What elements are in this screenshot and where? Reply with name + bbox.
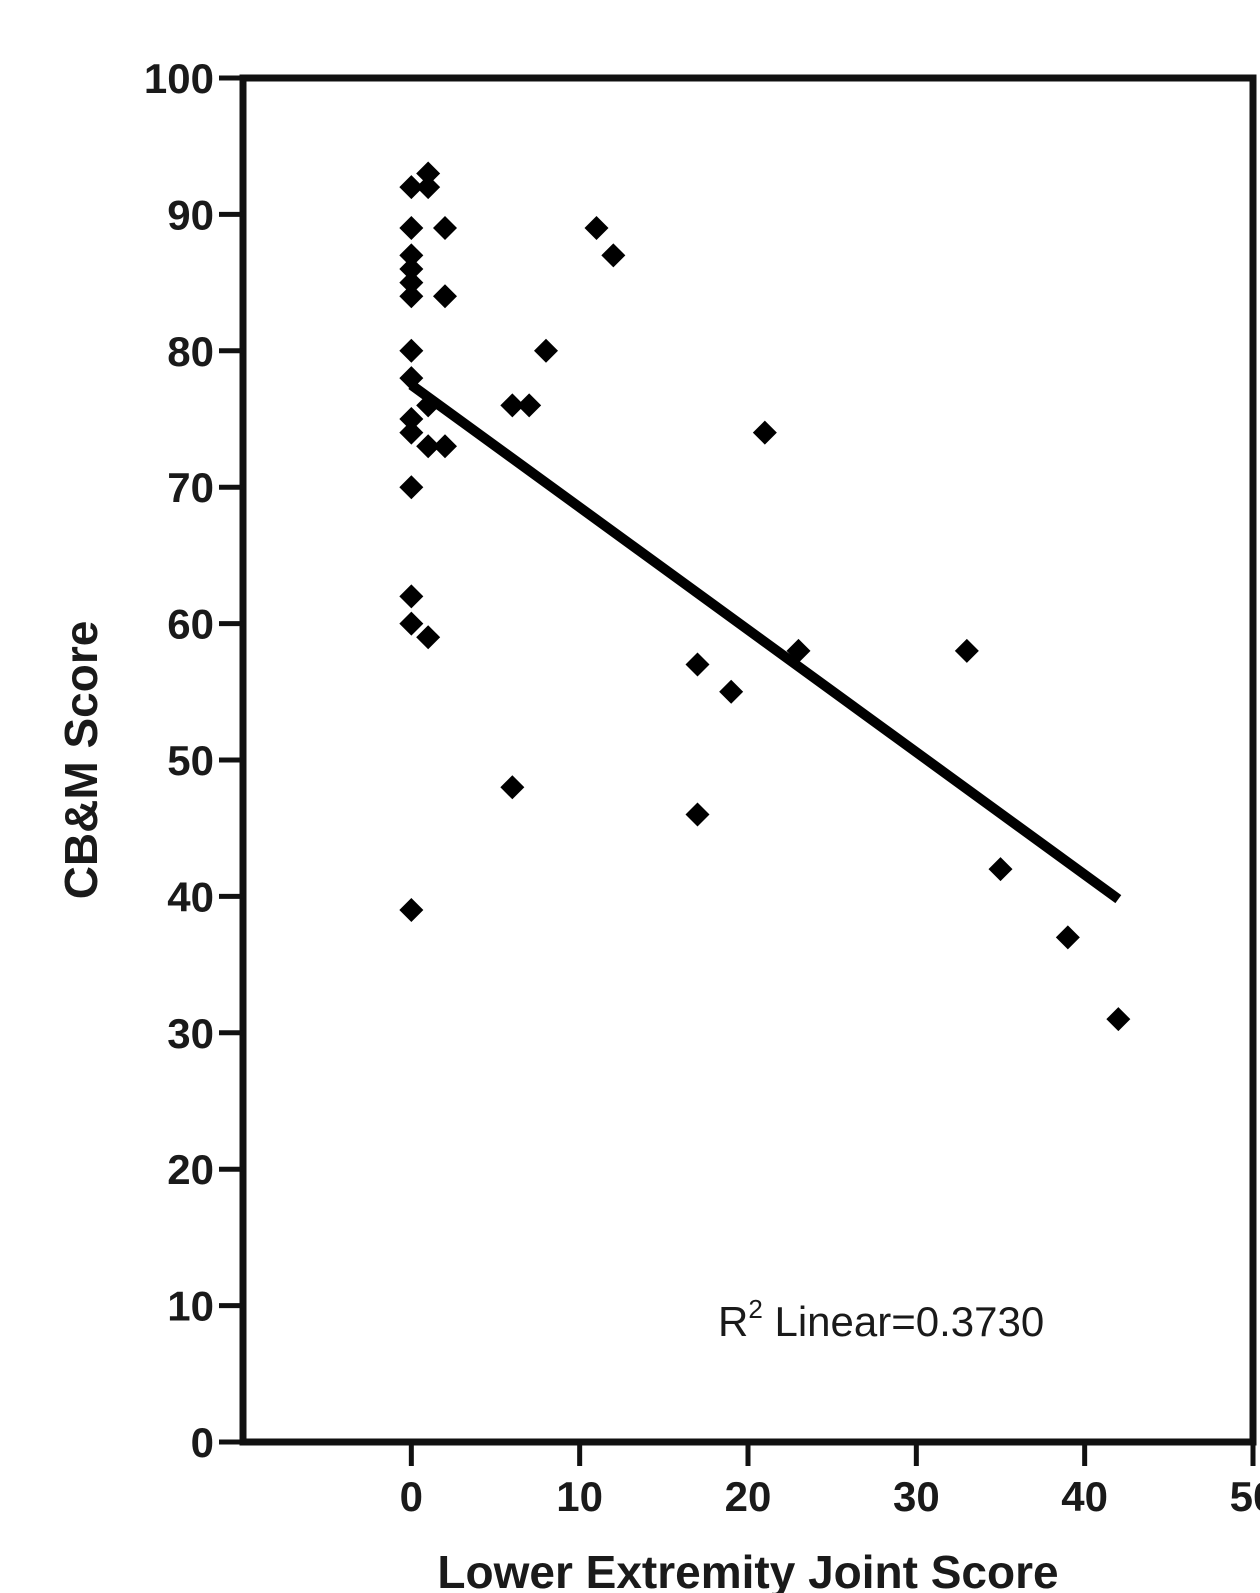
data-point — [517, 393, 542, 418]
data-point — [399, 366, 424, 391]
data-point — [685, 652, 710, 677]
y-tick-label: 100 — [144, 55, 214, 102]
data-point — [433, 434, 457, 459]
data-point — [399, 216, 424, 241]
data-point — [534, 338, 558, 363]
x-tick-label: 50 — [1230, 1473, 1260, 1520]
data-point — [399, 584, 424, 609]
fit-line-group — [408, 380, 1122, 904]
data-point — [399, 175, 424, 200]
data-point — [399, 475, 424, 500]
data-point — [433, 216, 457, 241]
y-tick-label: 40 — [167, 873, 214, 920]
y-tick-label: 60 — [167, 601, 214, 648]
y-tick-label: 70 — [167, 464, 214, 511]
data-point — [500, 393, 525, 418]
data-point — [416, 393, 441, 418]
data-point — [988, 857, 1013, 882]
y-tick-label: 90 — [167, 191, 214, 238]
y-tick-label: 0 — [191, 1419, 214, 1466]
data-points — [399, 161, 1131, 1032]
r-squared-prefix: R — [718, 1298, 748, 1345]
x-axis-label: Lower Extremity Joint Score — [437, 1546, 1058, 1593]
x-tick-label: 40 — [1061, 1473, 1108, 1520]
data-point — [416, 625, 441, 650]
x-tick-label: 20 — [725, 1473, 772, 1520]
r-squared-value: Linear=0.3730 — [763, 1298, 1044, 1345]
data-point — [433, 284, 457, 309]
data-point — [584, 216, 609, 241]
data-point — [399, 284, 424, 309]
data-point — [685, 802, 710, 827]
plot-frame — [239, 74, 1257, 1446]
data-point — [954, 638, 979, 663]
data-point — [399, 338, 424, 363]
data-point — [786, 638, 811, 663]
data-point — [1055, 925, 1080, 950]
data-point — [399, 243, 424, 268]
y-tick-label: 80 — [167, 328, 214, 375]
y-tick-label: 10 — [167, 1283, 214, 1330]
data-point — [416, 434, 441, 459]
r-squared-superscript: 2 — [748, 1294, 762, 1324]
data-point — [601, 243, 626, 268]
x-tick-label: 30 — [893, 1473, 940, 1520]
y-tick-label: 20 — [167, 1146, 214, 1193]
y-tick-label: 30 — [167, 1010, 214, 1057]
x-axis-ticks: 0 10 20 30 40 50 — [400, 1442, 1260, 1520]
y-axis-label: CB&M Score — [55, 621, 107, 900]
regression-line — [408, 380, 1122, 904]
data-point — [399, 611, 424, 636]
data-point — [399, 256, 424, 281]
y-axis-ticks: 0 10 20 30 40 50 60 70 80 90 100 — [144, 55, 243, 1466]
data-point — [399, 407, 424, 431]
data-point — [1106, 1007, 1131, 1032]
x-tick-label: 0 — [400, 1473, 423, 1520]
data-point — [500, 775, 525, 800]
data-point — [719, 679, 744, 704]
data-point — [399, 270, 424, 295]
data-point — [399, 420, 424, 445]
data-point — [399, 898, 424, 923]
data-point — [416, 161, 441, 186]
r-squared-annotation: R2 Linear=0.3730 — [718, 1294, 1044, 1345]
x-tick-label: 10 — [556, 1473, 603, 1520]
data-point — [752, 420, 777, 445]
axes-group — [239, 74, 1257, 1446]
data-point — [416, 175, 441, 200]
y-tick-label: 50 — [167, 737, 214, 784]
